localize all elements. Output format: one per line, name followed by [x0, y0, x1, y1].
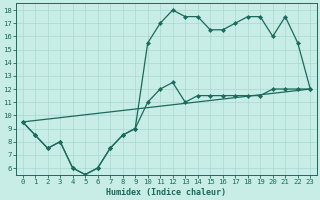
X-axis label: Humidex (Indice chaleur): Humidex (Indice chaleur): [107, 188, 227, 197]
